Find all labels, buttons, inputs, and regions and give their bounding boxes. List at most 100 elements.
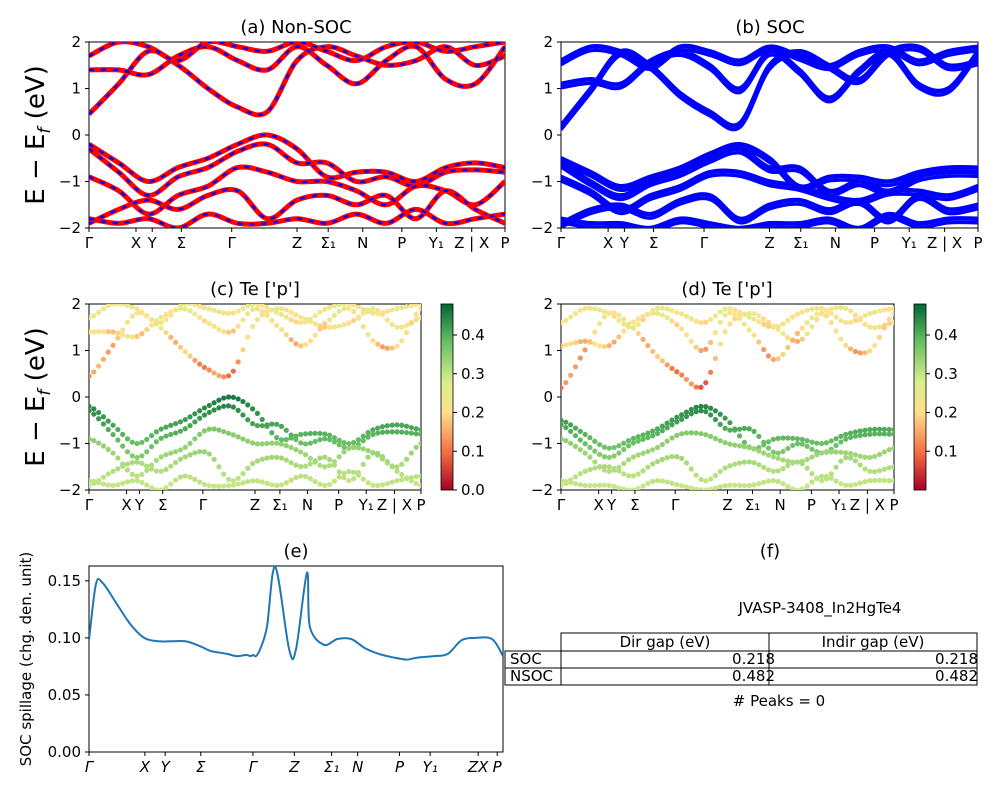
panel-e-xtick-label: Γ [249,758,259,776]
panel-d-ytick-label: 2 [543,295,553,313]
proj-point-band-0 [105,349,111,355]
proj-point-band-4 [293,436,299,443]
proj-point-band-1 [669,318,675,324]
proj-point-band-4 [120,443,126,449]
proj-point-band-3 [192,411,198,417]
band-2-soc [561,43,978,68]
proj-point-band-4 [563,424,569,431]
proj-point-band-1 [346,305,352,311]
proj-point-band-0 [399,324,405,330]
proj-point-band-4 [616,450,622,456]
panel-a-title: (a) Non-SOC [240,17,351,38]
proj-point-band-6 [201,449,208,455]
proj-point-band-4 [654,430,661,437]
proj-point-band-1 [587,339,593,345]
proj-point-band-1 [302,342,309,348]
proj-point-band-6 [317,455,323,461]
proj-point-band-7 [360,476,366,482]
proj-point-band-0 [751,311,757,317]
proj-point-band-0 [645,342,651,349]
proj-point-band-4 [341,444,347,450]
proj-point-band-5 [274,440,280,446]
proj-point-band-2 [630,324,636,330]
proj-point-band-4 [881,431,887,437]
proj-point-band-1 [124,333,131,339]
proj-point-band-5 [307,455,313,461]
proj-point-band-5 [876,451,883,457]
proj-point-band-7 [278,482,285,488]
proj-point-band-1 [298,343,304,349]
proj-point-band-5 [582,450,588,456]
cbTicksC-label: 0.2 [461,404,485,422]
proj-point-band-4 [804,443,810,449]
panel-d-xtick-label: X [593,496,603,514]
proj-point-band-4 [139,453,145,459]
proj-point-band-3 [597,441,603,448]
proj-point-band-1 [785,344,791,351]
panel-d-points [561,305,894,490]
proj-point-band-2 [727,306,733,312]
proj-point-band-6 [225,476,232,482]
proj-point-band-3 [197,408,203,414]
proj-point-band-6 [746,459,752,465]
proj-point-band-3 [563,419,569,425]
proj-point-band-0 [163,329,169,336]
proj-point-band-6 [269,454,275,460]
proj-point-band-0 [765,320,772,326]
proj-point-band-4 [110,431,116,438]
proj-point-band-5 [245,438,251,444]
proj-point-band-3 [669,417,675,423]
panel-a-xtick-label: Y₁ [428,234,444,252]
proj-point-band-3 [645,430,651,436]
proj-point-band-2 [611,313,617,320]
proj-point-band-4 [640,436,646,442]
proj-point-band-6 [360,461,366,468]
proj-point-band-5 [168,450,174,456]
proj-point-band-6 [852,458,858,464]
proj-point-band-2 [838,317,844,324]
proj-point-band-3 [96,409,102,416]
proj-point-band-7 [144,482,150,488]
proj-point-band-3 [814,440,820,446]
proj-point-band-1 [221,328,227,335]
panel-b-ytick-label: −1 [531,173,553,191]
proj-point-band-5 [751,446,757,452]
proj-point-band-6 [886,465,892,471]
proj-point-band-2 [365,309,371,315]
proj-point-band-4 [365,434,371,440]
proj-point-band-3 [640,432,646,438]
panel-d-ytick-label: −1 [531,435,553,453]
proj-point-band-1 [408,320,414,326]
proj-point-band-6 [625,473,632,479]
gap-table-row-soc-label: SOC [510,650,542,668]
proj-point-band-1 [703,346,709,352]
proj-point-band-3 [163,424,169,430]
band-ylabel-middle: E − Ef (eV) [21,327,55,467]
proj-point-band-3 [240,398,246,405]
proj-point-band-1 [206,320,212,327]
panel-b-band-lines [561,43,978,228]
proj-point-band-7 [785,483,791,490]
proj-point-band-0 [611,310,617,316]
proj-point-band-7 [775,478,781,484]
panel-e-title: (e) [283,541,308,562]
proj-point-band-2 [399,305,405,311]
proj-point-band-1 [635,316,641,322]
proj-point-band-1 [259,308,265,314]
proj-point-band-1 [597,343,603,349]
panel-f-info: JVASP-3408_In2HgTe4 Dir gap (eV) Indir g… [504,599,978,710]
proj-point-band-5 [365,448,371,454]
panel-a-xtick-label: P [397,234,406,252]
proj-point-band-4 [847,434,854,441]
proj-point-band-0 [312,321,318,327]
proj-point-band-4 [322,436,328,442]
proj-point-band-3 [89,403,92,409]
proj-point-band-0 [351,317,357,324]
proj-point-band-0 [225,373,232,379]
proj-point-band-6 [708,476,714,482]
proj-point-band-4 [770,449,776,455]
band-3-nonsoc-dash [89,133,505,183]
proj-point-band-6 [394,468,400,474]
proj-point-band-3 [408,424,414,431]
proj-point-band-5 [360,446,366,452]
